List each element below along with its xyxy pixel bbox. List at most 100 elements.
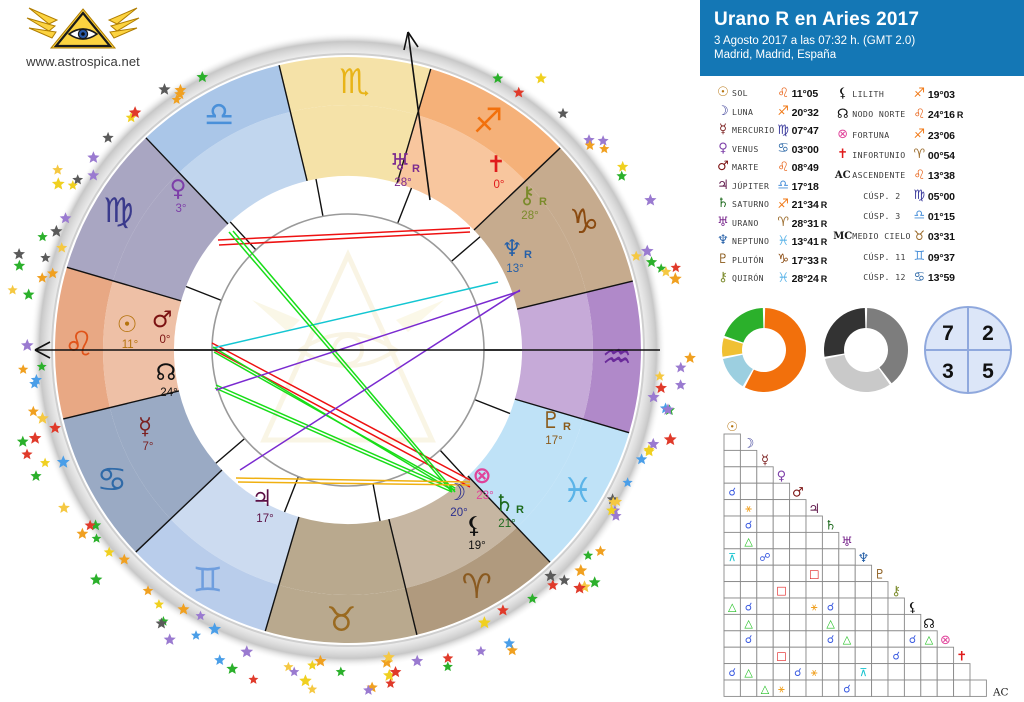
aspect-grid-cell[interactable] <box>756 662 774 680</box>
aspect-grid-cell[interactable] <box>821 646 840 664</box>
aspect-grid-cell[interactable] <box>953 679 971 697</box>
aspect-grid-cell[interactable] <box>772 482 791 500</box>
aspect-grid-cell[interactable] <box>789 498 807 516</box>
aspect-grid-cell[interactable] <box>871 580 889 598</box>
aspect-grid-cell[interactable] <box>903 662 922 680</box>
aspect-grid-cell[interactable] <box>756 613 774 631</box>
aspect-grid-cell[interactable] <box>854 580 873 598</box>
aspect-grid-cell[interactable] <box>723 629 741 648</box>
aspect-grid-cell[interactable] <box>772 613 791 631</box>
aspect-grid-cell[interactable] <box>739 547 758 566</box>
aspect-grid-cell[interactable] <box>739 465 758 484</box>
aspect-grid-cell[interactable] <box>805 580 823 598</box>
aspect-grid-cell[interactable] <box>723 564 741 582</box>
aspect-grid-cell[interactable] <box>838 564 856 582</box>
aspect-grid-cell[interactable] <box>772 498 791 516</box>
aspect-grid-cell[interactable] <box>772 515 791 533</box>
aspect-grid-cell[interactable] <box>723 679 741 697</box>
aspect-grid-cell[interactable] <box>871 662 889 680</box>
aspect-grid-cell[interactable] <box>854 629 873 648</box>
aspect-grid-cell[interactable] <box>723 515 741 533</box>
aspect-grid-cell[interactable] <box>789 580 807 598</box>
aspect-grid-cell[interactable] <box>805 679 823 697</box>
aspect-grid-cell[interactable] <box>838 597 856 615</box>
aspect-grid-cell[interactable] <box>838 646 856 664</box>
aspect-grid-cell[interactable] <box>821 679 840 697</box>
aspect-grid-cell[interactable] <box>953 662 971 680</box>
aspect-grid-cell[interactable] <box>789 646 807 664</box>
aspect-grid-cell[interactable] <box>838 613 856 631</box>
aspect-grid-cell[interactable] <box>805 646 823 664</box>
aspect-grid-cell[interactable] <box>739 449 758 467</box>
aspect-grid-cell[interactable] <box>920 646 938 664</box>
aspect-grid-cell[interactable] <box>723 531 741 549</box>
aspect-grid-cell[interactable] <box>756 629 774 648</box>
aspect-grid-cell[interactable] <box>789 597 807 615</box>
aspect-grid-cell[interactable] <box>887 613 905 631</box>
aspect-grid-cell[interactable] <box>756 482 774 500</box>
aspect-grid-cell[interactable] <box>854 679 873 697</box>
aspect-grid-cell[interactable] <box>739 679 758 697</box>
aspect-grid-cell[interactable] <box>805 547 823 566</box>
aspect-grid-cell[interactable] <box>821 531 840 549</box>
aspect-grid-cell[interactable] <box>756 465 774 484</box>
aspect-grid-cell[interactable] <box>854 646 873 664</box>
aspect-grid-cell[interactable] <box>903 646 922 664</box>
aspect-grid-cell[interactable] <box>887 662 905 680</box>
aspect-grid-cell[interactable] <box>739 564 758 582</box>
aspect-grid-cell[interactable] <box>854 564 873 582</box>
aspect-grid-cell[interactable] <box>805 613 823 631</box>
aspect-grid-cell[interactable] <box>903 679 922 697</box>
aspect-grid-cell[interactable] <box>887 597 905 615</box>
aspect-grid-cell[interactable] <box>772 531 791 549</box>
aspect-grid-cell[interactable] <box>805 515 823 533</box>
aspect-grid-cell[interactable] <box>789 515 807 533</box>
aspect-grid-cell[interactable] <box>739 580 758 598</box>
aspect-grid-cell[interactable] <box>723 580 741 598</box>
aspect-grid-cell[interactable] <box>739 646 758 664</box>
aspect-grid-cell[interactable] <box>821 662 840 680</box>
aspect-grid-cell[interactable] <box>887 679 905 697</box>
aspect-grid-cell[interactable] <box>756 564 774 582</box>
aspect-grid-cell[interactable] <box>723 613 741 631</box>
aspect-grid-cell[interactable] <box>756 597 774 615</box>
aspect-grid-cell[interactable] <box>772 564 791 582</box>
aspect-grid-cell[interactable] <box>969 679 987 697</box>
aspect-grid-cell[interactable] <box>789 547 807 566</box>
aspect-grid-cell[interactable] <box>871 613 889 631</box>
aspect-grid-cell[interactable] <box>821 547 840 566</box>
aspect-grid-cell[interactable] <box>756 646 774 664</box>
aspect-grid-cell[interactable] <box>805 531 823 549</box>
aspect-grid-cell[interactable] <box>821 564 840 582</box>
aspect-grid-cell[interactable] <box>723 433 741 451</box>
aspect-grid-cell[interactable] <box>789 629 807 648</box>
aspect-grid-cell[interactable] <box>789 564 807 582</box>
aspect-grid-cell[interactable] <box>838 580 856 598</box>
aspect-grid-cell[interactable] <box>920 662 938 680</box>
aspect-grid-cell[interactable] <box>723 449 741 467</box>
aspect-grid-cell[interactable] <box>871 629 889 648</box>
aspect-grid-cell[interactable] <box>723 646 741 664</box>
aspect-grid-cell[interactable] <box>772 597 791 615</box>
aspect-grid-cell[interactable] <box>756 531 774 549</box>
aspect-grid-cell[interactable] <box>821 580 840 598</box>
aspect-grid-cell[interactable] <box>789 531 807 549</box>
aspect-grid-cell[interactable] <box>772 547 791 566</box>
aspect-grid-cell[interactable] <box>772 662 791 680</box>
aspect-grid-cell[interactable] <box>789 613 807 631</box>
aspect-grid-cell[interactable] <box>920 679 938 697</box>
aspect-grid-cell[interactable] <box>739 482 758 500</box>
aspect-grid-cell[interactable] <box>772 629 791 648</box>
aspect-grid-cell[interactable] <box>903 613 922 631</box>
aspect-grid-cell[interactable] <box>871 679 889 697</box>
aspect-grid-cell[interactable] <box>723 498 741 516</box>
aspect-grid-cell[interactable] <box>936 646 955 664</box>
aspect-grid-cell[interactable] <box>871 597 889 615</box>
aspect-grid-cell[interactable] <box>838 547 856 566</box>
aspect-grid-cell[interactable] <box>723 465 741 484</box>
aspect-grid-cell[interactable] <box>854 597 873 615</box>
aspect-grid-cell[interactable] <box>887 629 905 648</box>
aspect-grid-cell[interactable] <box>871 646 889 664</box>
aspect-grid-cell[interactable] <box>756 498 774 516</box>
aspect-grid-cell[interactable] <box>854 613 873 631</box>
